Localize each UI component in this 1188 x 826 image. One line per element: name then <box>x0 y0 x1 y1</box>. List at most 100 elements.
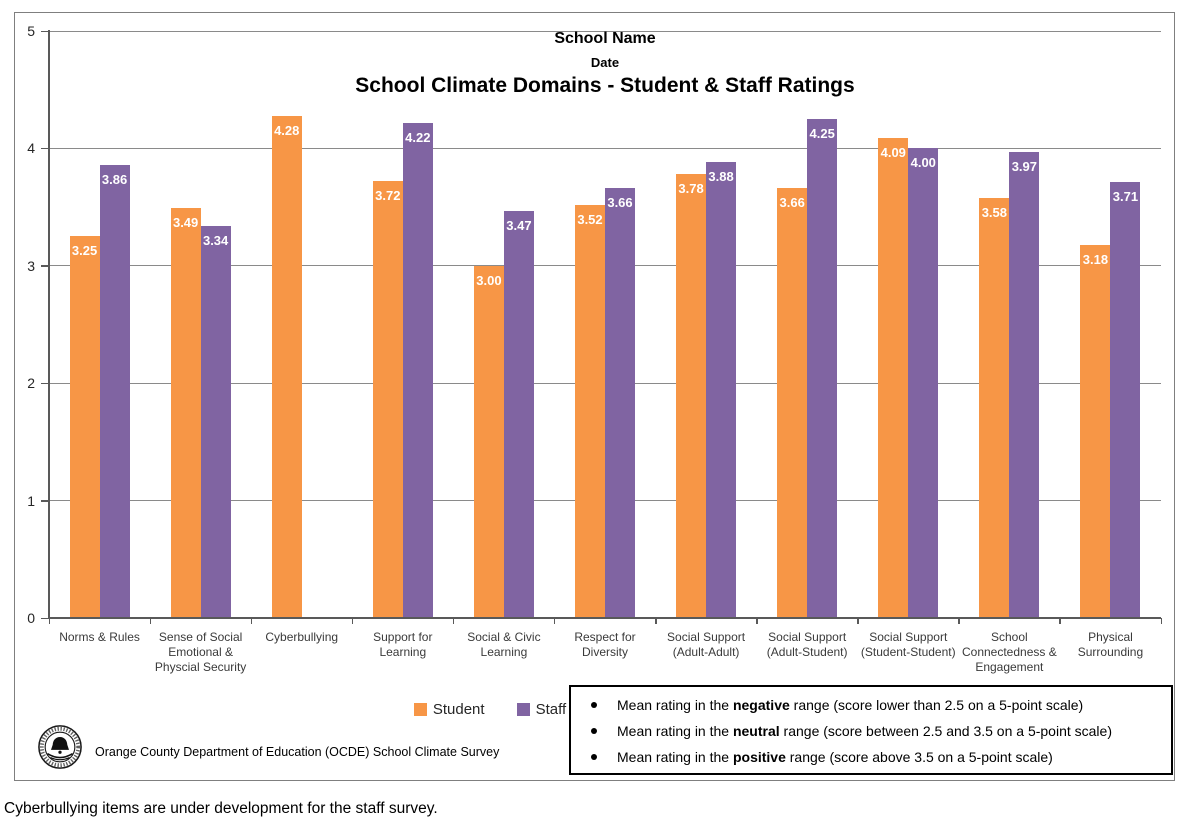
bar-value-label: 3.71 <box>1112 189 1139 205</box>
x-axis-category-label: Social & Civic Learning <box>467 630 541 659</box>
x-axis-category-label: Sense of Social Emotional & Physcial Sec… <box>154 630 247 674</box>
chart-subtitle-date: Date <box>590 55 620 70</box>
note-keyword: positive <box>732 749 786 765</box>
bar-value-label: 4.25 <box>809 126 835 142</box>
bar-value-label: 3.25 <box>71 243 98 259</box>
bullet-icon <box>591 754 597 760</box>
bar-student-6 <box>575 204 605 618</box>
note-keyword: neutral <box>732 723 780 739</box>
y-tick <box>41 265 49 267</box>
y-tick <box>41 147 49 150</box>
x-tick <box>250 618 253 624</box>
x-tick <box>857 618 859 624</box>
y-tick <box>41 617 49 619</box>
chart-title: School Climate Domains - Student & Staff… <box>355 74 855 97</box>
staff-series-swatch-icon <box>516 703 530 716</box>
bar-value-label: 3.34 <box>202 232 229 248</box>
bar-value-label: 4.00 <box>910 155 936 171</box>
bar-student-8 <box>777 188 808 618</box>
note-prefix: Mean rating in the <box>617 749 733 765</box>
note-suffix: range (score lower than 2.5 on a 5-point… <box>789 697 1084 713</box>
legend-label-staff: Staff <box>535 701 567 718</box>
bar-staff-5 <box>503 210 534 618</box>
note-suffix: range (score above 3.5 on a 5-point scal… <box>785 749 1053 765</box>
x-tick <box>149 618 152 624</box>
bar-staff-10 <box>1009 151 1040 618</box>
bar-value-label: 3.66 <box>779 195 805 211</box>
chart-legend: Student Staff <box>365 701 615 718</box>
bullet-icon <box>591 728 597 734</box>
bar-staff-6 <box>605 188 635 618</box>
bar-staff-2 <box>200 225 231 618</box>
x-axis-category-label: Norms & Rules <box>59 630 140 644</box>
brand-caption: Orange County Department of Education (O… <box>95 745 500 759</box>
chart-frame: 0 1 2 3 4 5 3.25 3.49 4.28 3.72 3.00 3.52 3.78 3.66 4.… <box>14 12 1175 781</box>
y-axis-tick-label: 2 <box>27 375 35 392</box>
bar-value-label: 3.72 <box>375 188 401 204</box>
note-prefix: Mean rating in the <box>617 723 733 739</box>
bar-value-label: 3.66 <box>607 195 633 211</box>
bar-student-10 <box>979 197 1010 618</box>
bar-student-11 <box>1080 244 1111 618</box>
y-axis <box>48 30 50 618</box>
y-tick <box>41 500 49 502</box>
bar-student-1 <box>69 236 100 618</box>
x-tick <box>756 618 758 624</box>
x-axis-category-label: Social Support (Student-Student) <box>860 630 956 659</box>
y-axis-tick-label: 1 <box>27 492 35 509</box>
bar-student-5 <box>473 265 504 618</box>
x-axis-category-label: Support for Learning <box>373 630 433 659</box>
bar-value-label: 3.49 <box>172 215 199 231</box>
y-tick <box>41 30 49 32</box>
bar-value-label: 4.28 <box>274 122 300 138</box>
y-axis-tick-label: 5 <box>27 23 35 39</box>
bar-value-label: 4.22 <box>405 129 431 145</box>
gridline-y5 <box>49 30 1161 32</box>
footnote: Cyberbullying items are under developmen… <box>4 800 438 817</box>
x-tick <box>452 618 455 624</box>
bar-student-9 <box>878 137 909 618</box>
note-neutral-range: Mean rating in the neutral range (score … <box>591 720 1163 746</box>
bar-value-label: 3.58 <box>981 204 1008 220</box>
x-axis-category-label: School Connectedness & Engagement <box>961 630 1057 674</box>
x-axis-category-label: Cyberbullying <box>265 630 339 644</box>
x-axis-category-label: Social Support (Adult-Student) <box>766 630 848 659</box>
bar-value-label: 3.00 <box>476 272 502 288</box>
bar-staff-11 <box>1110 182 1141 618</box>
ocde-seal-icon <box>38 725 82 769</box>
bar-staff-7 <box>706 162 737 618</box>
x-tick <box>1059 618 1061 624</box>
rating-range-notes-box: Mean rating in the negative range (score… <box>569 685 1173 775</box>
bar-value-label: 3.97 <box>1011 158 1038 174</box>
bullet-icon <box>591 702 597 708</box>
branding-block: Orange County Department of Education (O… <box>37 723 499 771</box>
x-tick <box>655 618 657 624</box>
y-axis-tick-label: 0 <box>27 610 35 626</box>
y-tick <box>41 382 49 385</box>
bar-student-4 <box>372 181 403 618</box>
bar-value-label: 3.47 <box>506 217 532 233</box>
bar-student-3 <box>271 115 302 618</box>
y-axis-tick-label: 4 <box>27 140 35 157</box>
bar-value-label: 3.52 <box>577 211 603 227</box>
x-tick <box>48 618 50 624</box>
bar-staff-4 <box>402 122 433 618</box>
bar-staff-1 <box>99 164 130 618</box>
bar-staff-8 <box>807 119 838 618</box>
note-negative-range: Mean rating in the negative range (score… <box>591 694 1163 720</box>
x-tick <box>351 618 354 624</box>
bar-value-label: 4.09 <box>880 144 906 160</box>
note-keyword: negative <box>732 697 790 713</box>
bar-value-label: 3.18 <box>1082 251 1109 267</box>
bar-value-label: 3.86 <box>101 171 128 187</box>
bar-student-7 <box>676 174 707 618</box>
bar-value-label: 3.88 <box>708 169 734 185</box>
note-suffix: range (score between 2.5 and 3.5 on a 5-… <box>779 723 1112 739</box>
bar-value-label: 3.78 <box>678 181 704 197</box>
x-tick <box>553 618 556 624</box>
bar-staff-9 <box>908 148 939 618</box>
x-axis <box>48 617 1161 619</box>
x-tick <box>1160 618 1162 624</box>
student-series-swatch-icon <box>413 703 427 716</box>
